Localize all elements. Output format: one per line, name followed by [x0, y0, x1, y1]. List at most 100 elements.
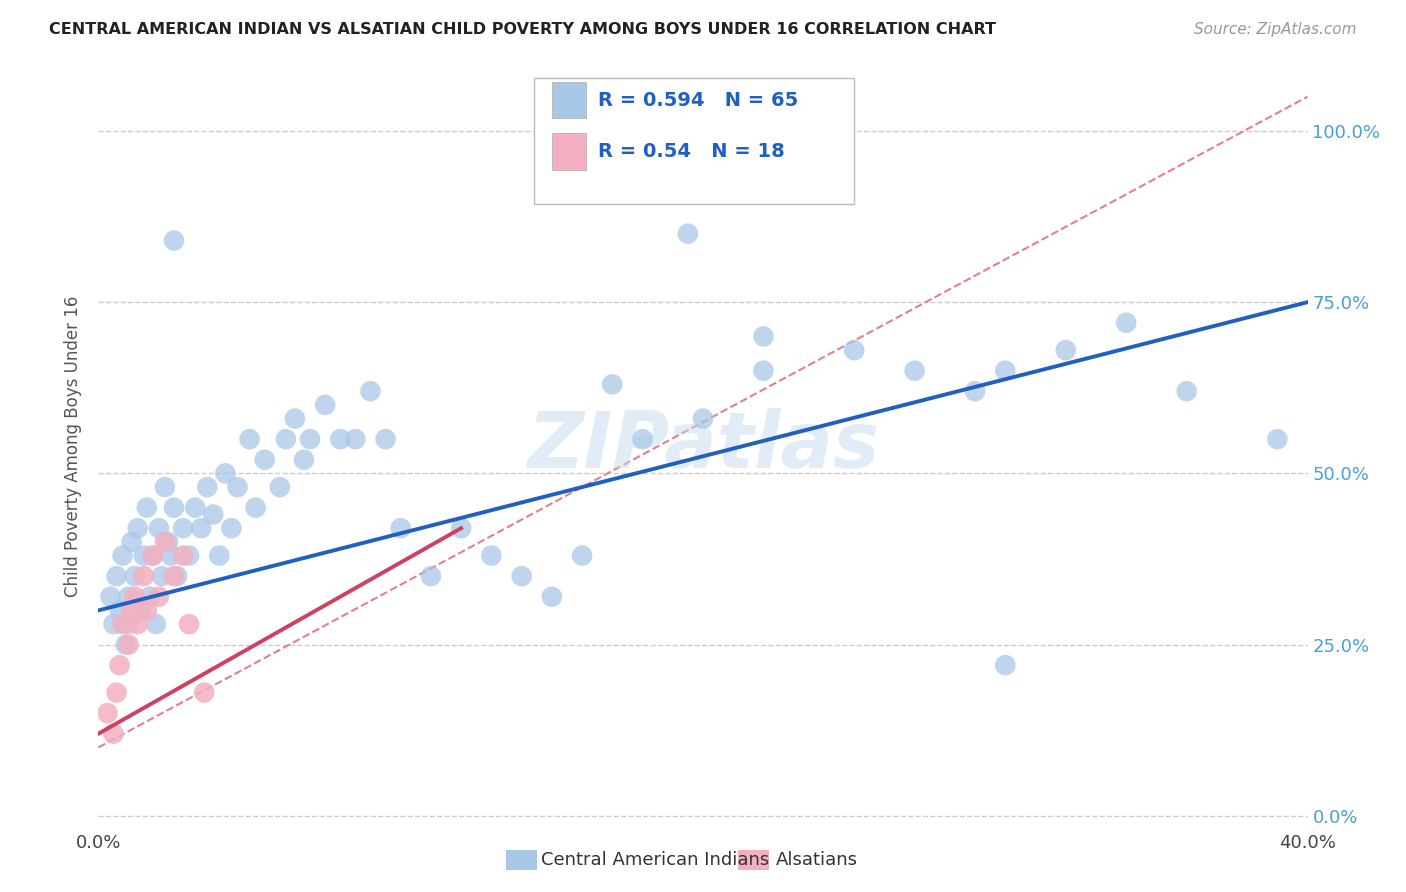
Point — [105, 685, 128, 699]
Point — [121, 535, 143, 549]
Point — [145, 617, 167, 632]
Point — [118, 590, 141, 604]
Point — [1175, 384, 1198, 399]
Point — [965, 384, 987, 399]
Point — [193, 685, 215, 699]
Point — [214, 467, 236, 481]
Point — [221, 521, 243, 535]
Point — [692, 411, 714, 425]
Point — [142, 549, 165, 563]
Point — [994, 364, 1017, 378]
Point — [284, 411, 307, 425]
Point — [124, 569, 146, 583]
Point — [139, 590, 162, 604]
Point — [844, 343, 866, 358]
Point — [148, 521, 170, 535]
Point — [752, 364, 775, 378]
Point — [1054, 343, 1077, 358]
Point — [299, 432, 322, 446]
Point — [329, 432, 352, 446]
Point — [631, 432, 654, 446]
Point — [481, 549, 503, 563]
Point — [127, 521, 149, 535]
Point — [160, 549, 183, 563]
Point — [904, 364, 927, 378]
Point — [314, 398, 336, 412]
Point — [360, 384, 382, 399]
Point — [108, 603, 131, 617]
Point — [420, 569, 443, 583]
Point — [602, 377, 624, 392]
Point — [103, 726, 125, 740]
Point — [1115, 316, 1137, 330]
Point — [179, 617, 201, 632]
Point — [253, 452, 276, 467]
Point — [118, 638, 141, 652]
Point — [374, 432, 396, 446]
Point — [132, 549, 155, 563]
Point — [239, 432, 262, 446]
Point — [135, 500, 157, 515]
Point — [195, 480, 218, 494]
Point — [96, 706, 118, 720]
Point — [389, 521, 412, 535]
Point — [179, 549, 201, 563]
Point — [114, 638, 136, 652]
Point — [153, 535, 176, 549]
Point — [172, 549, 194, 563]
Point — [103, 617, 125, 632]
Point — [166, 569, 188, 583]
Point — [142, 549, 165, 563]
Point — [118, 617, 141, 632]
Point — [121, 603, 143, 617]
Point — [172, 521, 194, 535]
Point — [269, 480, 291, 494]
Point — [540, 590, 562, 604]
Point — [292, 452, 315, 467]
Point — [828, 145, 851, 159]
Point — [1267, 432, 1289, 446]
Point — [450, 521, 472, 535]
Point — [163, 569, 186, 583]
Text: Alsatians: Alsatians — [776, 851, 858, 869]
Text: R = 0.54   N = 18: R = 0.54 N = 18 — [598, 142, 785, 161]
Y-axis label: Child Poverty Among Boys Under 16: Child Poverty Among Boys Under 16 — [65, 295, 83, 597]
Point — [108, 658, 131, 673]
Point — [208, 549, 231, 563]
Point — [344, 432, 367, 446]
Point — [202, 508, 225, 522]
Point — [127, 617, 149, 632]
Point — [148, 590, 170, 604]
Point — [100, 590, 122, 604]
Point — [111, 549, 134, 563]
Point — [274, 432, 297, 446]
Point — [676, 227, 699, 241]
Point — [129, 603, 152, 617]
Point — [510, 569, 533, 583]
Point — [105, 569, 128, 583]
FancyBboxPatch shape — [534, 78, 855, 204]
Bar — [551, 81, 586, 119]
Point — [184, 500, 207, 515]
Point — [752, 329, 775, 343]
Point — [124, 590, 146, 604]
Text: Central American Indians: Central American Indians — [541, 851, 769, 869]
Point — [245, 500, 267, 515]
Point — [163, 500, 186, 515]
Point — [135, 603, 157, 617]
Text: R = 0.594   N = 65: R = 0.594 N = 65 — [598, 90, 799, 110]
Point — [994, 658, 1017, 673]
Point — [571, 549, 593, 563]
Point — [163, 234, 186, 248]
Point — [156, 535, 179, 549]
Point — [150, 569, 173, 583]
Text: ZIPatlas: ZIPatlas — [527, 408, 879, 484]
Text: CENTRAL AMERICAN INDIAN VS ALSATIAN CHILD POVERTY AMONG BOYS UNDER 16 CORRELATIO: CENTRAL AMERICAN INDIAN VS ALSATIAN CHIL… — [49, 22, 997, 37]
Text: Source: ZipAtlas.com: Source: ZipAtlas.com — [1194, 22, 1357, 37]
Bar — [551, 133, 586, 169]
Point — [132, 569, 155, 583]
Point — [226, 480, 249, 494]
Point — [111, 617, 134, 632]
Point — [153, 480, 176, 494]
Point — [190, 521, 212, 535]
